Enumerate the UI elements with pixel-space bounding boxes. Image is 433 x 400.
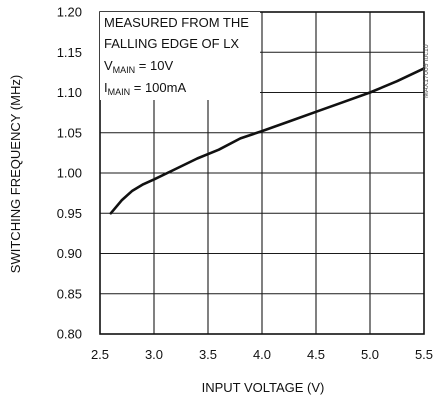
y-tick-label: 1.10 — [57, 85, 82, 100]
y-tick-label: 0.90 — [57, 246, 82, 261]
y-tick-label: 1.05 — [57, 125, 82, 140]
annotation-line-4: IMAIN = 100mA — [104, 80, 186, 97]
annotation-background — [100, 12, 260, 100]
annotation-vmain-subscript: MAIN — [113, 65, 136, 75]
y-tick-label: 0.80 — [57, 327, 82, 342]
x-tick-label: 4.0 — [253, 347, 271, 362]
plot-frame — [99, 11, 425, 335]
annotation-imain-subscript: MAIN — [108, 87, 131, 97]
y-axis-title: SWITCHING FREQUENCY (MHz) — [8, 75, 23, 273]
x-tick-label: 3.0 — [145, 347, 163, 362]
annotation-imain-symbol: I — [104, 80, 108, 95]
x-tick-label: 5.5 — [415, 347, 433, 362]
x-tick-label: 3.5 — [199, 347, 217, 362]
annotation-line-1: MEASURED FROM THE — [104, 15, 249, 30]
annotation-vmain-symbol: V — [104, 58, 113, 73]
y-tick-label: 0.95 — [57, 206, 82, 221]
x-tick-label: 2.5 — [91, 347, 109, 362]
annotation-line-2: FALLING EDGE OF LX — [104, 36, 239, 51]
y-tick-label: 1.00 — [57, 166, 82, 181]
plot-area — [109, 67, 426, 215]
annotation-imain-value: = 100mA — [130, 80, 186, 95]
y-tick-labels: 0.80 0.85 0.90 0.95 1.00 1.05 1.10 1.15 1.20 — [57, 5, 82, 342]
x-tick-label: 5.0 — [361, 347, 379, 362]
x-tick-label: 4.5 — [307, 347, 325, 362]
annotation-box: MEASURED FROM THE FALLING EDGE OF LX VMA… — [100, 12, 260, 100]
annotation-vmain-value: = 10V — [135, 58, 173, 73]
series-line — [109, 67, 426, 215]
x-axis-title: INPUT VOLTAGE (V) — [202, 380, 325, 395]
annotation-line-3: VMAIN = 10V — [104, 58, 173, 75]
y-tick-label: 1.15 — [57, 45, 82, 60]
figure-id: MAX17009 toc10 — [423, 44, 430, 98]
y-tick-label: 1.20 — [57, 5, 82, 20]
y-tick-label: 0.85 — [57, 286, 82, 301]
x-tick-labels: 2.5 3.0 3.5 4.0 4.5 5.0 5.5 — [91, 347, 433, 362]
